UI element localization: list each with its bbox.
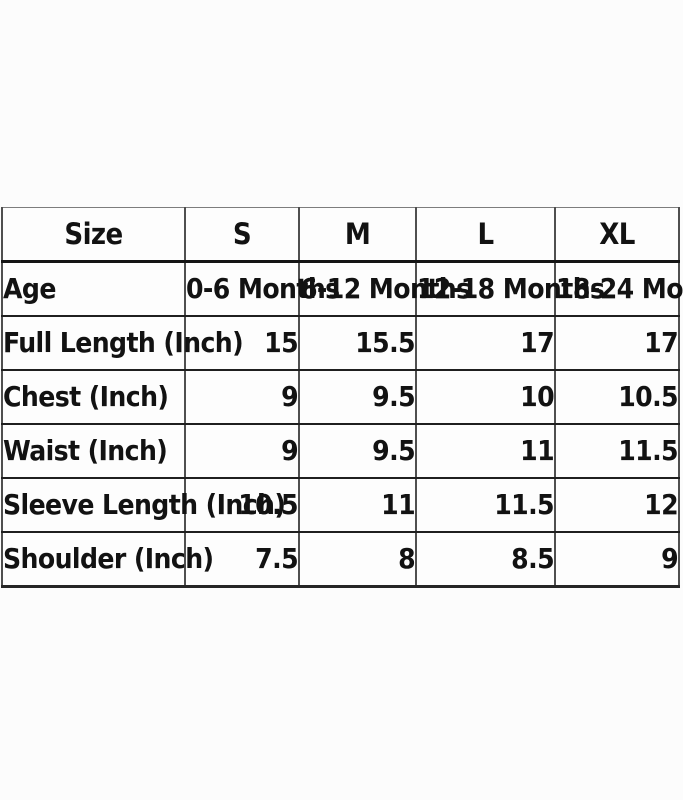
- row-label-full-length: Full Length (Inch): [1, 315, 244, 371]
- row-full-length: Full Length (Inch) 15 15.5 17 17: [1, 315, 680, 371]
- cell-chest-xl: 10.5: [554, 369, 680, 425]
- row-chest: Chest (Inch) 9 9.5 10 10.5: [1, 369, 680, 425]
- cell-waist-m: 9.5: [298, 423, 417, 479]
- row-label-sleeve-length: Sleeve Length (Inch): [1, 477, 286, 533]
- cell-age-m: 6-12 Months: [298, 260, 471, 317]
- row-age: Age 0-6 Months 6-12 Months 12-18 Months …: [1, 260, 683, 317]
- cell-sleeve-length-xl: 12: [554, 477, 680, 533]
- column-header-size: Size: [1, 207, 186, 263]
- cell-shoulder-s: 7.5: [184, 531, 300, 588]
- cell-waist-l: 11: [415, 423, 556, 479]
- cell-chest-s: 9: [184, 369, 300, 425]
- row-label-chest: Chest (Inch): [1, 369, 186, 425]
- cell-waist-xl: 11.5: [554, 423, 680, 479]
- cell-age-l: 12-18 Months: [415, 260, 605, 317]
- cell-age-xl: 18-24 Months: [554, 260, 683, 317]
- column-header-l: L: [415, 207, 556, 263]
- cell-sleeve-length-m: 11: [298, 477, 417, 533]
- cell-age-s: 0-6 Months: [184, 260, 340, 317]
- cell-chest-l: 10: [415, 369, 556, 425]
- cell-waist-s: 9: [184, 423, 300, 479]
- cell-shoulder-m: 8: [298, 531, 417, 588]
- column-header-xl: XL: [554, 207, 680, 263]
- cell-sleeve-length-l: 11.5: [415, 477, 556, 533]
- row-waist: Waist (Inch) 9 9.5 11 11.5: [1, 423, 680, 479]
- row-label-shoulder: Shoulder (Inch): [1, 531, 214, 588]
- row-label-waist: Waist (Inch): [1, 423, 186, 479]
- cell-full-length-m: 15.5: [298, 315, 417, 371]
- cell-chest-m: 9.5: [298, 369, 417, 425]
- row-sleeve-length: Sleeve Length (Inch) 10.5 11 11.5 12: [1, 477, 680, 533]
- cell-sleeve-length-s: 10.5: [184, 477, 300, 533]
- column-header-s: S: [184, 207, 300, 263]
- cell-full-length-s: 15: [184, 315, 300, 371]
- row-shoulder: Shoulder (Inch) 7.5 8 8.5 9: [1, 531, 680, 588]
- size-chart-table: Size S M L XL Age 0-6 Months 6-12 Months…: [1, 207, 683, 588]
- row-label-age: Age: [1, 260, 186, 317]
- cell-shoulder-xl: 9: [554, 531, 680, 588]
- column-header-m: M: [298, 207, 417, 263]
- header-row: Size S M L XL: [1, 207, 680, 263]
- cell-full-length-l: 17: [415, 315, 556, 371]
- cell-full-length-xl: 17: [554, 315, 680, 371]
- cell-shoulder-l: 8.5: [415, 531, 556, 588]
